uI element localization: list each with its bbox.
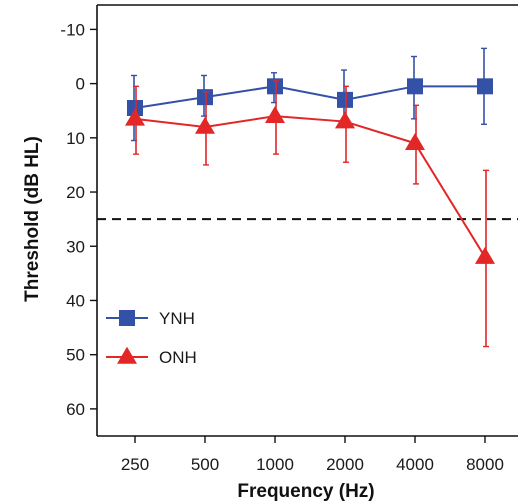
data-point [337, 91, 353, 108]
x-tick-label: 250 [121, 455, 149, 474]
legend: YNH ONH [106, 309, 197, 367]
x-tick-label: 8000 [466, 455, 504, 474]
y-tick-label: 40 [66, 291, 85, 310]
y-axis-ticks: -10 0 10 20 30 40 50 60 [60, 20, 97, 419]
legend-label-ynh: YNH [159, 309, 195, 328]
series-ynh [127, 47, 493, 142]
y-tick-label: 60 [66, 400, 85, 419]
series-onh [125, 80, 495, 348]
data-point [195, 116, 215, 134]
legend-marker-onh [117, 346, 137, 364]
data-point [267, 78, 283, 95]
data-point [335, 111, 355, 129]
data-point [127, 100, 143, 117]
x-tick-label: 2000 [326, 455, 364, 474]
x-tick-label: 500 [191, 455, 219, 474]
y-tick-label: 20 [66, 183, 85, 202]
y-tick-label: 0 [76, 75, 85, 94]
legend-marker-ynh [119, 310, 135, 326]
series-line [134, 115, 486, 258]
y-tick-label: 30 [66, 237, 85, 256]
plot-frame [96, 4, 518, 437]
y-tick-label: -10 [60, 20, 85, 39]
series-layer [125, 47, 495, 348]
y-tick-label: 10 [66, 129, 85, 148]
data-point [477, 78, 493, 95]
y-axis-title: Threshold (dB HL) [22, 136, 43, 302]
data-point [197, 89, 213, 106]
y-tick-label: 50 [66, 346, 85, 365]
x-tick-label: 1000 [256, 455, 294, 474]
data-point [407, 78, 423, 95]
data-point [405, 133, 425, 151]
x-axis-title: Frequency (Hz) [237, 481, 374, 502]
data-point [475, 246, 495, 264]
x-tick-label: 4000 [396, 455, 434, 474]
data-point [125, 108, 145, 126]
x-axis-ticks: 250 500 1000 2000 4000 8000 [121, 436, 504, 474]
series-line [134, 85, 485, 109]
data-point [265, 105, 285, 123]
legend-label-onh: ONH [159, 348, 197, 367]
